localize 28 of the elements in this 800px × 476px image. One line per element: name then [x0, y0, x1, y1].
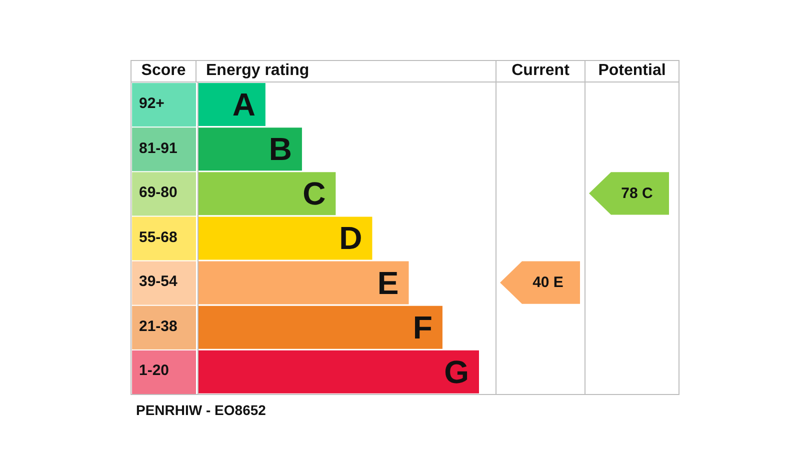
text: Score [140, 61, 187, 81]
bar [198, 216, 372, 260]
y-tick-label: F [412, 309, 432, 346]
text: 92+ [139, 94, 164, 114]
pointer-tag: 78 C [589, 172, 669, 215]
y-tick-label: D [339, 220, 362, 256]
y-tick-label: G [444, 354, 469, 390]
text: PENRHIW - EO8652 [136, 402, 266, 418]
text: 21-38 [139, 316, 178, 337]
pointer-tag: 40 E [500, 261, 580, 304]
text: 69-80 [139, 183, 178, 204]
bar [198, 350, 479, 394]
bar [198, 172, 336, 216]
y-tick-label: C [302, 176, 326, 212]
y-tick-label: A [232, 86, 256, 122]
text: 81-91 [139, 138, 178, 159]
text: 55-68 [139, 228, 178, 248]
y-tick-label: B [268, 131, 292, 168]
bar [198, 306, 442, 349]
text: 1-20 [139, 361, 170, 382]
y-tick-label: E [377, 264, 399, 301]
x-axis-title: Energy rating [205, 61, 310, 81]
text: Current [510, 61, 570, 81]
text: Potential [597, 61, 667, 81]
bar [198, 83, 266, 126]
text: 39-54 [139, 272, 178, 292]
bar [198, 261, 409, 304]
bar [198, 128, 302, 171]
